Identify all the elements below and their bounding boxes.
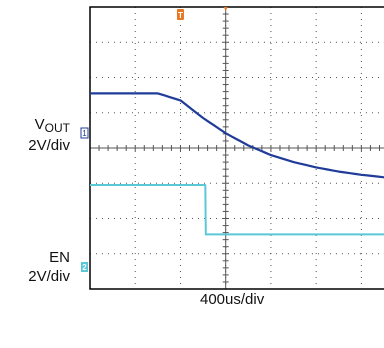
- vout-trace: [90, 92, 384, 179]
- timebase-label: 400us/div: [200, 291, 265, 308]
- ch2-name-label: EN: [49, 249, 70, 266]
- ch1-name-label: VOUT: [34, 116, 70, 135]
- ch1-ground-marker-label: 1: [82, 129, 87, 138]
- trigger-marker-label: T: [178, 11, 183, 20]
- plot-frame: [89, 6, 384, 290]
- ch2-ground-marker-label: 2: [82, 263, 87, 272]
- ch1-ground-marker: [80, 127, 89, 139]
- ch1-scale-label: 2V/div: [28, 137, 70, 154]
- trigger-marker: [176, 9, 184, 20]
- ch2-ground-marker: [81, 262, 88, 272]
- time-reference-marker: [223, 7, 228, 11]
- ch2-scale-label: 2V/div: [28, 268, 70, 285]
- en-trace: [90, 184, 384, 236]
